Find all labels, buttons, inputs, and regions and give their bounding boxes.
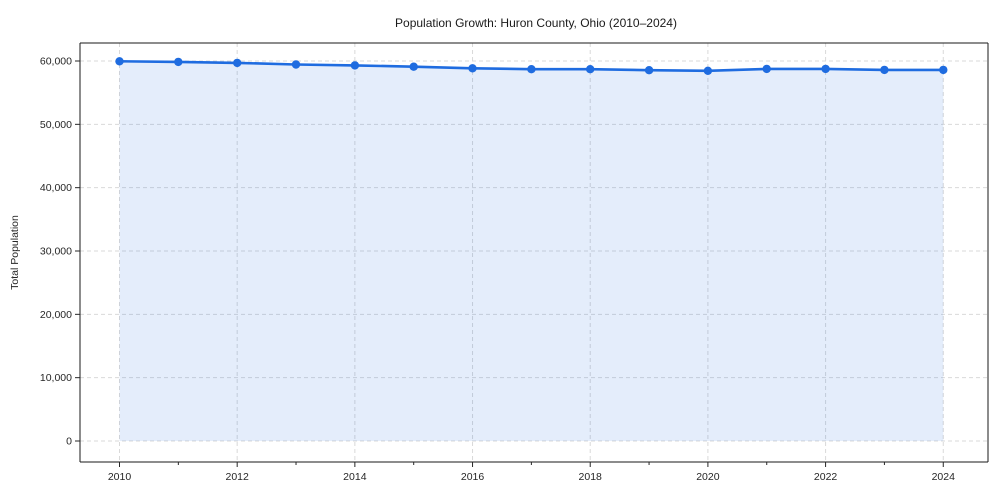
gridlines [80,43,988,462]
data-point-2019 [644,66,654,75]
y-tick-label-20000: 20,000 [40,309,72,321]
x-tick-label-2022: 2022 [814,471,838,483]
data-point-2018 [586,65,595,74]
x-tick-label-2020: 2020 [696,471,720,483]
series-layer [115,57,948,442]
plot-frame [79,42,989,463]
data-point-2015 [409,62,418,71]
data-point-2011 [174,57,183,67]
data-point-2024 [939,65,948,75]
x-tick-label-2012: 2012 [226,471,250,483]
chart-title: Population Growth: Huron County, Ohio (2… [395,16,677,30]
data-point-2010 [115,57,124,66]
y-tick-label-0: 0 [66,436,72,448]
axis-ticks [75,60,944,467]
data-point-2023 [880,65,889,75]
data-point-2022 [821,64,830,74]
data-point-2014 [350,61,360,70]
y-tick-label-30000: 30,000 [40,246,72,258]
axis-tick-labels: 0 10,000 20,000 30,000 40,000 50,000 60,000 201… [40,56,955,484]
x-tick-label-2010: 2010 [108,471,132,483]
series-area-fill [119,61,944,442]
data-point-2016 [468,64,477,73]
x-tick-label-2014: 2014 [343,471,367,483]
x-tick-label-2018: 2018 [579,471,603,483]
data-point-2017 [527,65,536,74]
y-tick-label-40000: 40,000 [40,182,72,194]
y-tick-label-50000: 50,000 [40,119,72,131]
y-tick-label-10000: 10,000 [40,372,72,384]
data-point-2020 [703,66,713,76]
y-tick-label-60000: 60,000 [40,56,72,68]
x-tick-label-2016: 2016 [461,471,485,483]
x-tick-label-2024: 2024 [932,471,956,483]
y-axis-title: Total Population [9,215,21,290]
data-point-2013 [291,60,301,69]
data-point-2012 [233,58,242,68]
data-point-2021 [762,64,771,74]
